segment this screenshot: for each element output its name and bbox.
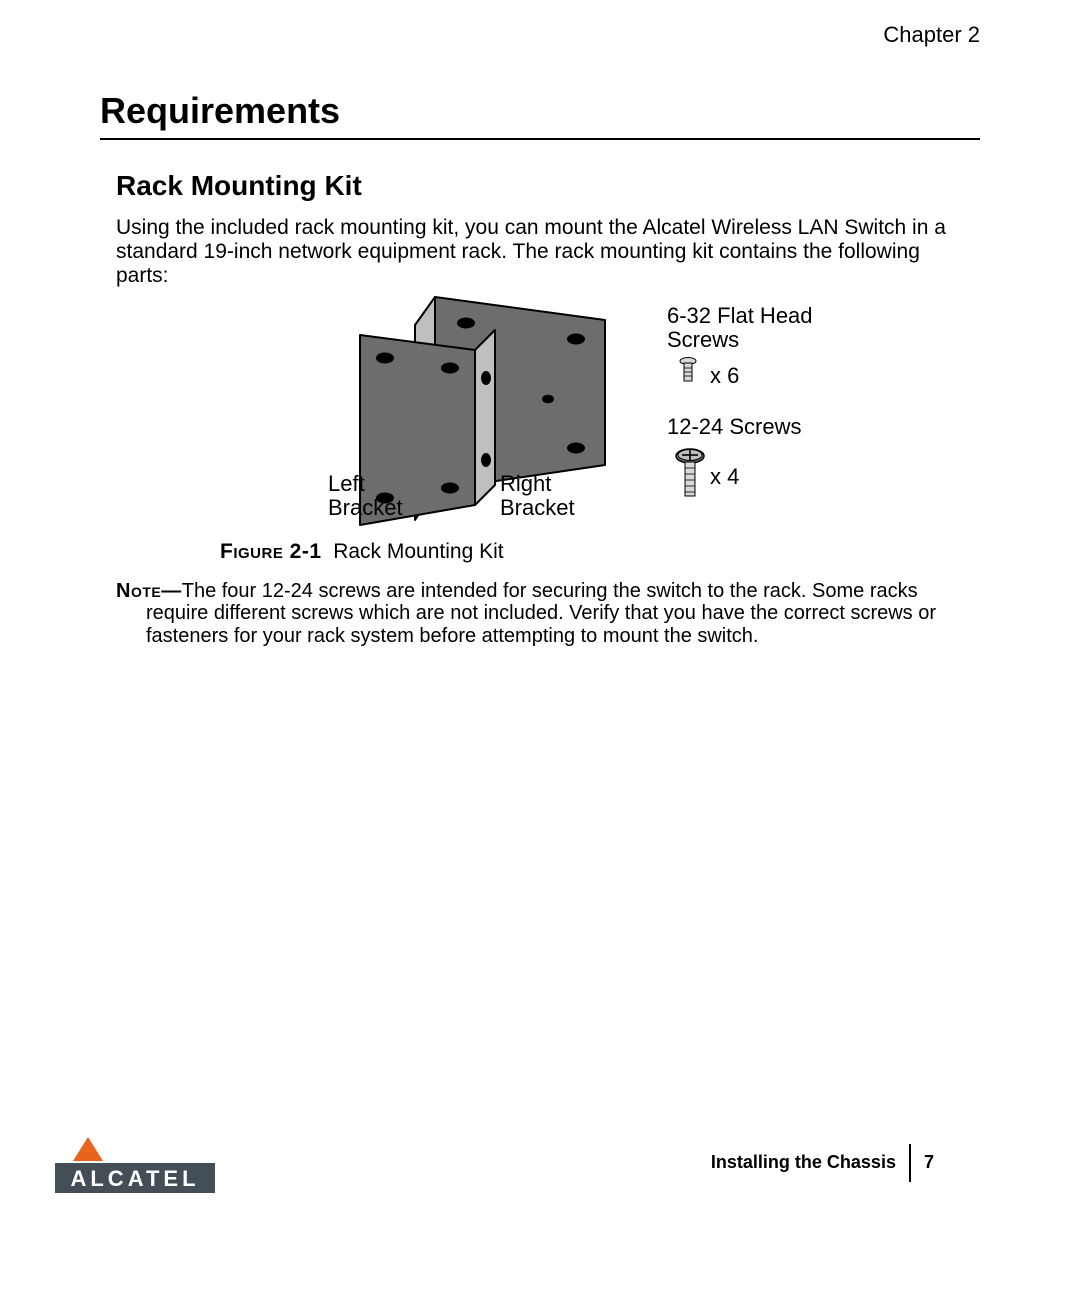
note-paragraph: Note—The four 12-24 screws are intended … [116, 580, 972, 647]
footer-section: Installing the Chassis [711, 1152, 896, 1172]
footer-right: Installing the Chassis 7 [711, 1144, 934, 1182]
subsection-title: Rack Mounting Kit [116, 170, 362, 202]
note-label: Note— [116, 580, 182, 602]
section-title: Requirements [100, 90, 980, 140]
footer-page-number: 7 [924, 1152, 934, 1172]
label-flat-head-qty: x 6 [710, 364, 739, 388]
figure-caption-text: Rack Mounting Kit [333, 540, 503, 563]
footer-divider-icon [909, 1144, 911, 1182]
alcatel-logo: ALCATEL [55, 1133, 215, 1198]
intro-paragraph: Using the included rack mounting kit, yo… [116, 216, 966, 288]
figure-caption-label: Figure 2-1 [220, 540, 322, 563]
note-body: The four 12-24 screws are intended for s… [146, 580, 936, 647]
label-flat-head-screws: 6-32 Flat Head Screws [667, 304, 813, 352]
label-right-bracket: Right Bracket [500, 472, 575, 520]
label-12-24-screws: 12-24 Screws [667, 415, 802, 439]
page-footer: ALCATEL Installing the Chassis 7 [50, 1116, 1030, 1196]
figure-caption: Figure 2-1 Rack Mounting Kit [220, 540, 504, 564]
alcatel-logo-icon: ALCATEL [55, 1133, 215, 1193]
document-page: Chapter 2 Requirements Rack Mounting Kit… [100, 0, 980, 1296]
chapter-header: Chapter 2 [883, 22, 980, 48]
logo-text: ALCATEL [70, 1166, 199, 1191]
figure-rack-mounting-kit: Left Bracket Right Bracket 6-32 Flat Hea… [220, 290, 920, 550]
label-12-24-qty: x 4 [710, 465, 739, 489]
label-left-bracket: Left Bracket [328, 472, 403, 520]
